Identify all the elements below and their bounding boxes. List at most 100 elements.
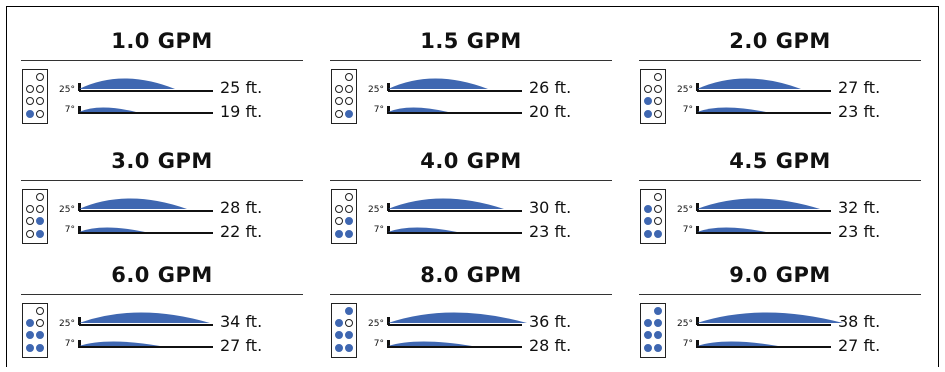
low-trajectory-baseline	[79, 232, 213, 234]
low-trajectory-baseline	[79, 112, 213, 114]
panel-title: 9.0 GPM	[729, 263, 831, 287]
nozzle-dot	[345, 319, 353, 327]
nozzle-dot	[335, 85, 343, 93]
nozzle-grid	[22, 303, 48, 358]
low-angle-label: 7°	[64, 105, 75, 115]
nozzle-dot	[36, 319, 44, 327]
nozzle-dot	[335, 110, 343, 118]
low-spray-arc	[79, 107, 136, 112]
nozzle-dot	[26, 110, 34, 118]
low-spray-arc	[388, 107, 448, 112]
title-underline	[21, 294, 303, 295]
nozzle-dot	[335, 97, 343, 105]
low-angle-label: 7°	[373, 339, 384, 349]
low-spray-arc	[697, 227, 766, 232]
high-spray-arc	[697, 78, 801, 89]
high-spray-arc	[79, 78, 175, 89]
title-underline	[21, 60, 303, 61]
high-distance-label: 38 ft.	[838, 312, 881, 331]
nozzle-dot	[644, 97, 652, 105]
nozzle-tick	[696, 226, 699, 234]
panel-title: 3.0 GPM	[111, 149, 213, 173]
nozzle-dot	[36, 344, 44, 352]
nozzle-dot	[26, 217, 34, 225]
low-spray-arc	[79, 227, 145, 232]
spray-panel: 1.0 GPM 25° 25 ft. 7° 19 ft.	[21, 26, 303, 138]
high-trajectory-baseline	[388, 210, 522, 212]
low-distance-label: 23 ft.	[838, 102, 881, 121]
low-angle-label: 7°	[682, 225, 693, 235]
high-trajectory-baseline	[697, 90, 831, 92]
nozzle-dot	[654, 193, 662, 201]
nozzle-dot	[335, 217, 343, 225]
nozzle-dot	[335, 331, 343, 339]
low-distance-label: 28 ft.	[529, 336, 572, 355]
high-angle-label: 25°	[59, 85, 75, 95]
nozzle-dot	[654, 331, 662, 339]
low-angle-label: 7°	[64, 225, 75, 235]
low-distance-label: 19 ft.	[220, 102, 263, 121]
title-underline	[639, 60, 921, 61]
nozzle-dot	[36, 97, 44, 105]
high-spray-arc	[79, 198, 187, 209]
nozzle-dot	[654, 205, 662, 213]
low-trajectory-baseline	[697, 346, 831, 348]
spray-panel: 4.5 GPM 25° 32 ft. 7° 23 ft.	[639, 146, 921, 258]
title-underline	[639, 180, 921, 181]
nozzle-dot	[345, 97, 353, 105]
nozzle-dot	[644, 319, 652, 327]
nozzle-grid	[640, 69, 666, 124]
spray-panel: 3.0 GPM 25° 28 ft. 7° 22 ft.	[21, 146, 303, 258]
high-angle-label: 25°	[677, 205, 693, 215]
nozzle-dot	[36, 217, 44, 225]
nozzle-tick	[387, 226, 390, 234]
high-spray-arc	[388, 312, 527, 323]
spray-panel: 2.0 GPM 25° 27 ft. 7° 23 ft.	[639, 26, 921, 138]
panel-title: 6.0 GPM	[111, 263, 213, 287]
nozzle-dot	[36, 307, 44, 315]
low-trajectory-baseline	[388, 112, 522, 114]
nozzle-dot	[26, 85, 34, 93]
high-spray-arc	[79, 312, 210, 323]
low-distance-label: 27 ft.	[220, 336, 263, 355]
panel-title: 8.0 GPM	[420, 263, 522, 287]
low-trajectory-baseline	[388, 346, 522, 348]
nozzle-dot	[345, 307, 353, 315]
panel-title: 4.0 GPM	[420, 149, 522, 173]
panel-title: 1.0 GPM	[111, 29, 213, 53]
nozzle-dot	[654, 307, 662, 315]
nozzle-tick	[387, 203, 390, 211]
nozzle-dot	[36, 73, 44, 81]
low-distance-label: 27 ft.	[838, 336, 881, 355]
nozzle-dot	[654, 319, 662, 327]
nozzle-tick	[387, 317, 390, 325]
nozzle-dot	[644, 331, 652, 339]
low-trajectory-baseline	[697, 112, 831, 114]
nozzle-grid	[22, 69, 48, 124]
low-trajectory-baseline	[697, 232, 831, 234]
nozzle-tick	[696, 203, 699, 211]
high-distance-label: 32 ft.	[838, 198, 881, 217]
nozzle-dot	[345, 344, 353, 352]
nozzle-dot	[644, 217, 652, 225]
nozzle-dot	[345, 110, 353, 118]
nozzle-dot	[26, 331, 34, 339]
nozzle-dot	[654, 85, 662, 93]
nozzle-grid	[640, 189, 666, 244]
nozzle-tick	[78, 83, 81, 91]
high-angle-label: 25°	[59, 205, 75, 215]
high-angle-label: 25°	[677, 85, 693, 95]
nozzle-dot	[26, 205, 34, 213]
nozzle-tick	[387, 106, 390, 114]
nozzle-dot	[36, 193, 44, 201]
title-underline	[330, 60, 612, 61]
low-spray-arc	[388, 341, 472, 346]
low-angle-label: 7°	[682, 339, 693, 349]
low-angle-label: 7°	[373, 225, 384, 235]
nozzle-dot	[335, 230, 343, 238]
nozzle-dot	[36, 205, 44, 213]
nozzle-dot	[26, 344, 34, 352]
nozzle-dot	[654, 73, 662, 81]
high-distance-label: 34 ft.	[220, 312, 263, 331]
low-angle-label: 7°	[682, 105, 693, 115]
